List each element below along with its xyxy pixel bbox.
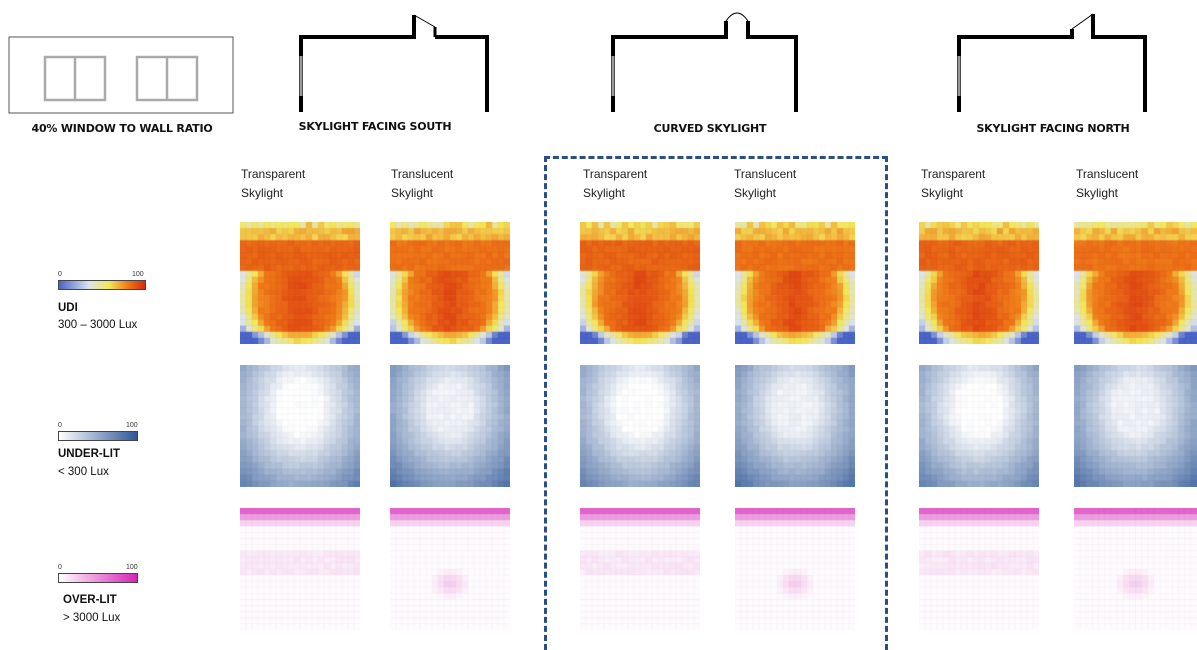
case-label-north-transparent: Transparent Skylight [921,167,986,200]
north-skylight-section-drawing [957,13,1147,112]
overlit-legend-sub: > 3000 Lux [63,612,121,624]
overlit-colorbar [58,573,138,583]
section-label-curved: CURVED SKYLIGHT [653,122,767,135]
underlit-colorbar [58,431,138,441]
underlit-legend-sub: < 300 Lux [58,466,109,478]
underlit-legend-title: UNDER-LIT [58,448,120,460]
heatmap-underlit-north-translucent [1074,365,1197,487]
heatmap-udi-curved-transparent [580,222,700,344]
section-label-south: SKYLIGHT FACING SOUTH [298,120,452,133]
heatmap-udi-south-translucent [390,222,510,344]
heatmap-overlit-south-translucent [390,508,510,630]
underlit-colorbar-min: 0 [58,422,62,429]
underlit-colorbar-max: 100 [126,422,138,429]
curved-skylight-highlight-frame [544,156,888,650]
south-skylight-section-drawing [299,14,489,112]
overlit-legend-title: OVER-LIT [63,594,117,606]
window-elevation-drawing [8,36,234,114]
heatmap-udi-north-translucent [1074,222,1197,344]
udi-colorbar-min: 0 [58,271,62,278]
heatmap-udi-south-transparent [240,222,360,344]
heatmap-underlit-south-translucent [390,365,510,487]
udi-legend-sub: 300 – 3000 Lux [58,319,138,331]
case-label-south-translucent: Translucent Skylight [391,167,454,200]
udi-legend-title: UDI [58,302,78,314]
section-label-north: SKYLIGHT FACING NORTH [976,122,1130,135]
heatmap-underlit-south-transparent [240,365,360,487]
heatmap-underlit-north-transparent [919,365,1039,487]
heatmap-overlit-curved-transparent [580,508,700,630]
case-label-north-translucent: Translucent Skylight [1076,167,1139,200]
udi-colorbar [58,280,146,290]
heatmap-overlit-north-transparent [919,508,1039,630]
heatmap-overlit-curved-translucent [735,508,855,630]
case-label-curved-transparent: Transparent Skylight [583,167,648,200]
heatmap-udi-curved-translucent [735,222,855,344]
overlit-colorbar-min: 0 [58,564,62,571]
heatmap-underlit-curved-translucent [735,365,855,487]
curved-skylight-section-drawing [611,12,798,112]
udi-colorbar-max: 100 [132,271,144,278]
section-label-window: 40% WINDOW TO WALL RATIO [31,122,213,135]
overlit-colorbar-max: 100 [126,564,138,571]
case-label-curved-translucent: Translucent Skylight [734,167,797,200]
case-label-south-transparent: Transparent Skylight [241,167,306,200]
heatmap-udi-north-transparent [919,222,1039,344]
heatmap-overlit-north-translucent [1074,508,1197,630]
heatmap-underlit-curved-transparent [580,365,700,487]
heatmap-overlit-south-transparent [240,508,360,630]
